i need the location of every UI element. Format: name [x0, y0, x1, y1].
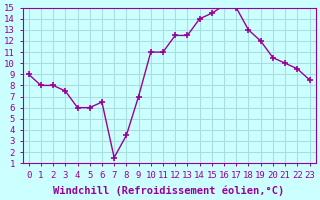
X-axis label: Windchill (Refroidissement éolien,°C): Windchill (Refroidissement éolien,°C) — [53, 185, 285, 196]
